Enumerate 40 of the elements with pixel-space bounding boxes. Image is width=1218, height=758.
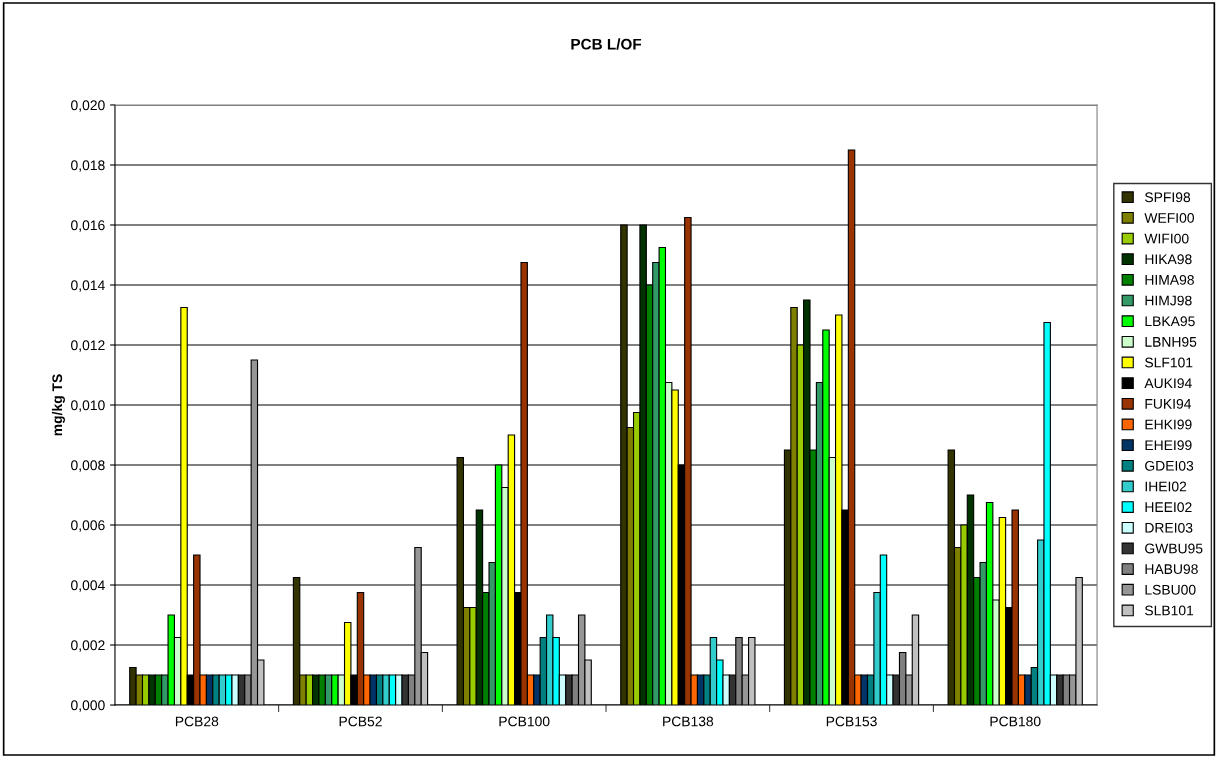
legend-label: FUKI94	[1145, 398, 1192, 409]
y-tick-label: 0,016	[71, 220, 105, 232]
y-tick-label: 0,000	[71, 700, 105, 712]
legend-label: LBKA95	[1145, 316, 1195, 327]
legend-label: AUKI94	[1144, 378, 1192, 389]
legend-label: DREI03	[1145, 522, 1193, 533]
legend-label: EHKI99	[1145, 419, 1192, 430]
y-axis-title: mg/kg TS	[51, 374, 65, 436]
legend-label: LSBU00	[1145, 584, 1196, 595]
x-tick-label: PCB52	[339, 716, 382, 727]
y-tick-label: 0,014	[71, 280, 105, 292]
x-tick-label: PCB138	[663, 716, 714, 727]
legend-label: SLF101	[1145, 357, 1193, 368]
legend-label: WIFI00	[1144, 233, 1189, 244]
x-tick-label: PCB28	[175, 716, 219, 727]
legend-label: HIKA98	[1145, 254, 1192, 265]
y-tick-label: 0,004	[71, 580, 105, 592]
legend-label: HIMA98	[1145, 274, 1194, 285]
legend-label: GDEI03	[1145, 460, 1194, 471]
chart-title: PCB L/OF	[571, 38, 642, 50]
x-tick-label: PCB180	[990, 716, 1041, 727]
legend-label: WEFI00	[1144, 212, 1194, 223]
legend-label: GWBU95	[1145, 543, 1203, 554]
legend-label: HIMJ98	[1145, 295, 1192, 306]
legend-label: IHEI02	[1145, 481, 1187, 492]
y-tick-label: 0,008	[71, 460, 105, 472]
y-tick-label: 0,018	[71, 160, 105, 172]
legend-label: EHEI99	[1145, 440, 1192, 451]
y-tick-label: 0,012	[71, 340, 105, 352]
y-tick-label: 0,006	[71, 520, 105, 532]
y-tick-label: 0,002	[71, 640, 105, 652]
y-tick-label: 0,020	[71, 100, 105, 112]
legend-label: SLB101	[1145, 605, 1194, 616]
legend-label: LBNH95	[1145, 336, 1197, 347]
x-tick-label: PCB100	[499, 716, 550, 727]
legend-label: HABU98	[1145, 564, 1198, 575]
x-tick-label: PCB153	[826, 716, 877, 727]
legend-label: SPFI98	[1145, 192, 1191, 203]
legend-label: HEEI02	[1145, 502, 1192, 513]
y-tick-label: 0,010	[71, 400, 105, 412]
